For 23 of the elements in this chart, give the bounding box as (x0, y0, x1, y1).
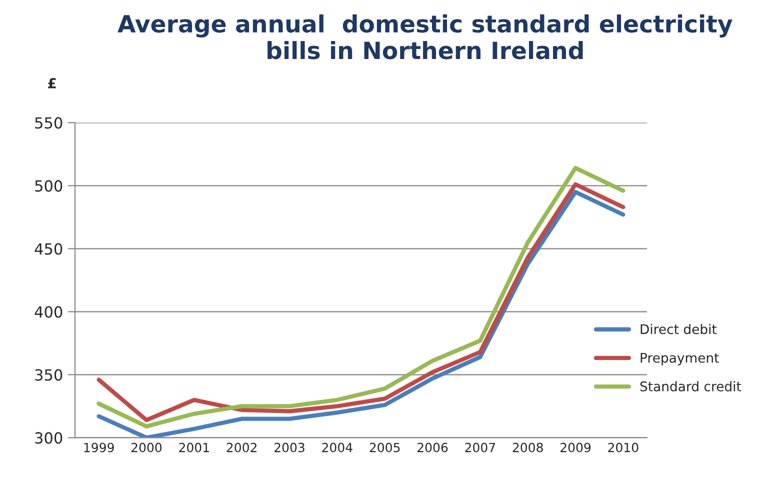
x-tick-label: 2010 (608, 442, 638, 452)
y-tick-label: 500 (35, 180, 62, 192)
x-tick-label: 2004 (322, 442, 352, 452)
x-tick-label: 2000 (131, 442, 162, 452)
y-tick-label: 450 (34, 243, 62, 255)
x-tick-label: 2007 (465, 442, 495, 452)
x-tick-label: 2009 (560, 442, 591, 452)
x-tick-label: 1999 (84, 442, 114, 452)
y-tick-label: 550 (35, 117, 62, 129)
y-tick-label: 400 (34, 306, 62, 318)
y-axis-title: £ (48, 78, 56, 88)
x-tick-label: 2002 (226, 442, 256, 452)
legend-label: Prepayment (640, 352, 719, 366)
x-tick-label: 2003 (274, 442, 304, 452)
x-tick-label: 2006 (418, 442, 448, 452)
legend-label: Standard credit (640, 381, 742, 392)
x-tick-label: 2008 (512, 442, 543, 452)
x-tick-label: 2001 (179, 442, 209, 452)
x-tick-label: 2005 (370, 442, 400, 452)
y-tick-label: 300 (35, 432, 62, 444)
legend-label: Direct debit (640, 324, 717, 334)
chart-title: Average annual domestic standard electricity bills in Northern Ireland (118, 14, 732, 60)
y-tick-label: 350 (35, 369, 62, 381)
